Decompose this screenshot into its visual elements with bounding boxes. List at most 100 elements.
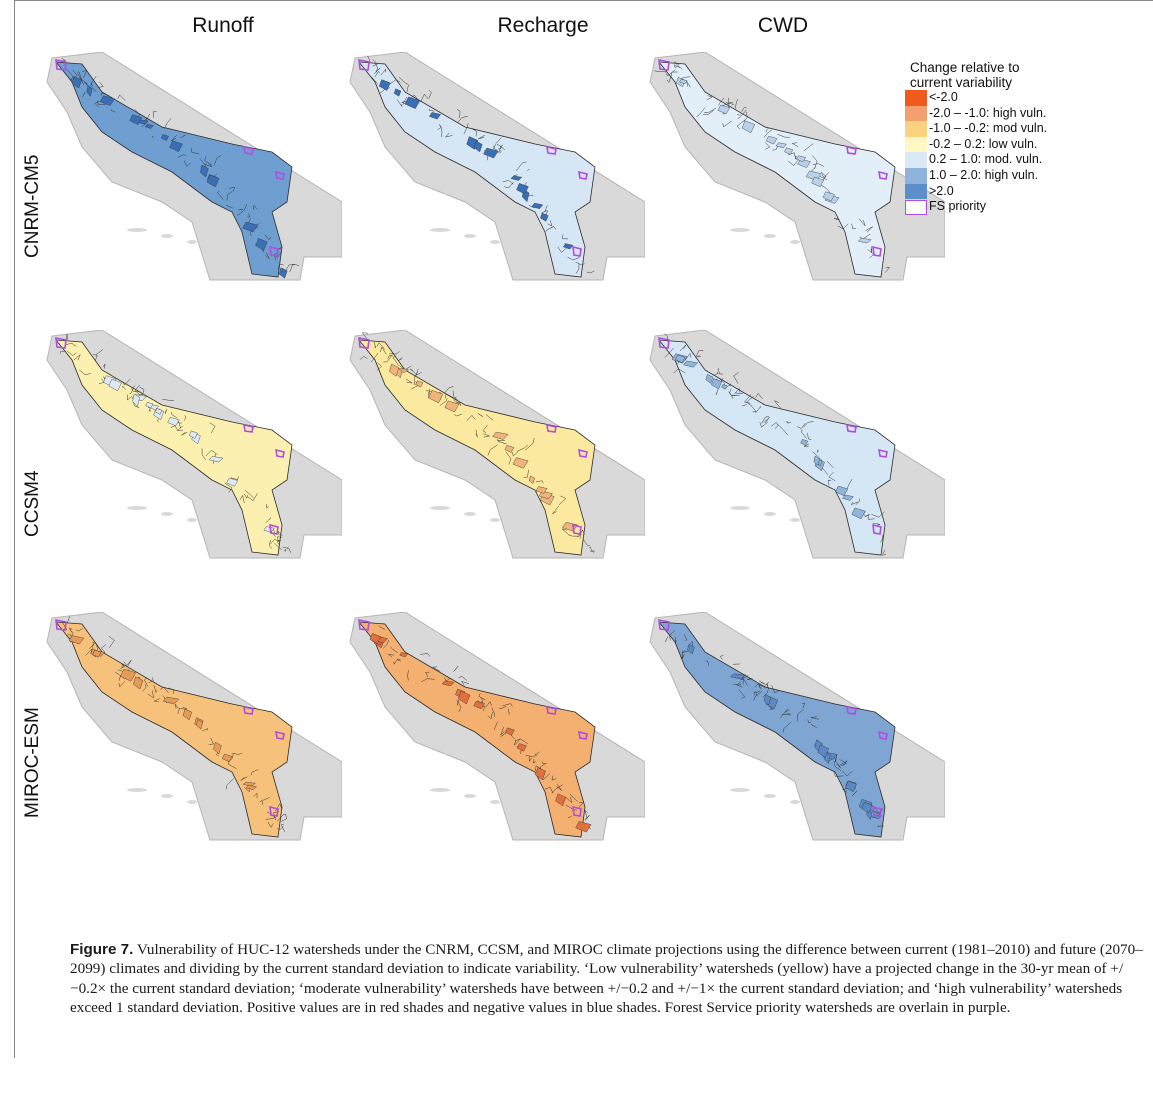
watershed-region xyxy=(358,621,596,838)
watershed-boundary xyxy=(575,261,585,266)
watershed-boundary xyxy=(277,536,282,542)
watershed-patch xyxy=(86,85,93,97)
legend-label: -2.0 – -1.0: high vuln. xyxy=(929,105,1047,120)
watershed-patch xyxy=(717,104,731,115)
watershed-patch xyxy=(129,114,143,125)
fs-priority-outline xyxy=(658,337,670,349)
fs-priority-outline xyxy=(243,423,254,433)
watershed-patch xyxy=(512,457,529,469)
watershed-patch xyxy=(765,135,778,145)
watershed-boundary xyxy=(783,721,792,733)
watershed-boundary xyxy=(164,408,168,414)
watershed-patch xyxy=(857,237,872,244)
watershed-boundary xyxy=(493,721,498,730)
row-title-miroc: MIROC-ESM xyxy=(22,707,43,818)
watershed-boundary xyxy=(828,472,836,481)
fs-priority-outline xyxy=(546,145,557,155)
watershed-boundary xyxy=(485,701,492,708)
watershed-boundary xyxy=(153,685,157,693)
watershed-boundary xyxy=(864,513,870,518)
watershed-patch xyxy=(535,767,546,781)
island xyxy=(430,228,450,232)
legend: Change relative to current variability <… xyxy=(905,60,1145,216)
watershed-boundary xyxy=(160,686,169,694)
watershed-patch xyxy=(428,390,444,404)
watershed-boundary xyxy=(250,769,259,776)
watershed-patch xyxy=(705,374,714,384)
watershed-boundary xyxy=(134,384,141,396)
watershed-boundary xyxy=(827,479,832,486)
watershed-boundary xyxy=(820,171,827,181)
watershed-patch xyxy=(679,79,688,84)
island xyxy=(790,240,800,244)
watershed-boundary xyxy=(737,109,747,119)
watershed-boundary xyxy=(722,120,732,128)
watershed-boundary xyxy=(796,422,806,429)
watershed-boundary xyxy=(569,534,580,537)
watershed-boundary xyxy=(439,398,448,406)
legend-swatch xyxy=(905,200,927,216)
row-title-cnrm: CNRM-CM5 xyxy=(22,154,43,258)
watershed-boundary xyxy=(267,821,274,828)
watershed-region xyxy=(358,61,596,278)
watershed-boundary xyxy=(801,703,806,709)
watershed-boundary xyxy=(463,123,469,135)
map-panel xyxy=(42,330,342,560)
watershed-patch xyxy=(206,174,220,188)
watershed-boundary xyxy=(387,355,394,360)
watershed-boundary xyxy=(527,168,530,172)
watershed-boundary xyxy=(425,671,430,678)
watershed-boundary xyxy=(213,155,222,166)
watershed-boundary xyxy=(389,351,400,355)
watershed-boundary xyxy=(877,825,884,827)
watershed-boundary xyxy=(183,160,191,167)
watershed-patch xyxy=(255,238,268,251)
watershed-patch xyxy=(167,417,180,427)
fs-priority-outline xyxy=(578,730,588,740)
watershed-boundary xyxy=(778,424,789,436)
watershed-boundary xyxy=(231,752,243,755)
watershed-boundary xyxy=(280,823,286,832)
watershed-boundary xyxy=(120,661,127,670)
watershed-boundary xyxy=(810,716,819,720)
island xyxy=(430,788,450,792)
watershed-patch xyxy=(189,430,198,439)
watershed-patch xyxy=(800,439,809,446)
watershed-boundary xyxy=(244,490,254,499)
watershed-boundary xyxy=(507,708,510,715)
fs-priority-outline xyxy=(572,523,582,535)
fs-priority-outline xyxy=(269,805,279,817)
caption-text: Vulnerability of HUC-12 watersheds under… xyxy=(70,941,1143,1016)
watershed-boundary xyxy=(378,625,386,630)
fs-priority-outline xyxy=(878,170,888,180)
watershed-boundary xyxy=(75,628,84,632)
watershed-boundary xyxy=(226,191,233,201)
island xyxy=(464,794,476,798)
watershed-boundary xyxy=(675,637,677,644)
watershed-boundary xyxy=(532,758,537,764)
fs-priority-outline xyxy=(243,705,254,715)
fs-priority-outline xyxy=(269,523,279,535)
island xyxy=(464,234,476,238)
watershed-boundary xyxy=(204,161,212,167)
watershed-boundary xyxy=(557,246,568,253)
watershed-boundary xyxy=(771,685,779,694)
legend-items: <-2.0 -2.0 – -1.0: high vuln. -1.0 – -0.2:… xyxy=(905,90,1145,216)
watershed-boundary xyxy=(500,731,509,737)
watershed-boundary xyxy=(551,775,557,781)
watershed-patch xyxy=(842,494,854,501)
island xyxy=(490,800,500,804)
fs-priority-outline xyxy=(846,423,857,433)
watershed-boundary xyxy=(97,81,104,88)
watershed-boundary xyxy=(151,136,154,138)
watershed-patch xyxy=(369,633,381,644)
watershed-boundary xyxy=(228,186,236,192)
watershed-boundary xyxy=(110,109,116,113)
island xyxy=(790,800,800,804)
watershed-boundary xyxy=(259,800,263,805)
watershed-boundary xyxy=(755,406,761,414)
watershed-boundary xyxy=(472,129,477,137)
legend-label: 0.2 – 1.0: mod. vuln. xyxy=(929,152,1043,167)
watershed-boundary xyxy=(796,709,805,722)
watershed-boundary xyxy=(851,223,856,230)
